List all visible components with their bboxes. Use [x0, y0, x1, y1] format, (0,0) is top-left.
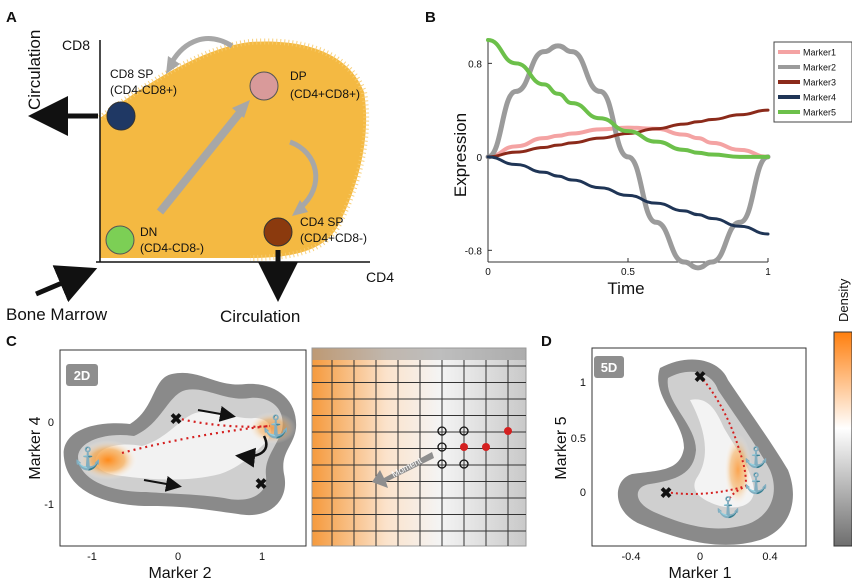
dp-phenotype: (CD4+CD8+) — [290, 87, 360, 101]
cd8-sp-name: CD8 SP — [110, 67, 153, 81]
inset-moment-arrow — [372, 452, 434, 488]
panel-c-start-x: ✖ — [170, 411, 183, 428]
panel-b-ylabel: Expression — [451, 113, 470, 197]
panel-b: B 0 0.5 10.80-0.8 Time Expression Marker1M… — [425, 9, 852, 298]
cd8-sp-phenotype: (CD4-CD8+) — [110, 83, 177, 97]
panel-c: C 2D ✖ ✖ ⚓ ⚓ -1 0 1 0 -1 Marker 2 Marker… — [6, 333, 527, 582]
panel-c-letter: C — [6, 333, 17, 350]
panel-d-badge — [594, 356, 624, 378]
series-line-marker5 — [486, 38, 770, 159]
panel-d-anchor-3-icon: ⚓ — [716, 495, 741, 519]
panel-b-ytick-label: -0.8 — [465, 246, 483, 257]
legend-label-marker5: Marker5 — [803, 108, 836, 118]
panel-b-chart: 0 0.5 10.80-0.8 — [465, 38, 771, 278]
panel-d-start-x: ✖ — [694, 369, 707, 386]
panel-c-anchor-right-icon: ⚓ — [262, 414, 289, 439]
panel-b-legend: Marker1 Marker2 Marker3 Marker4 Marker5 — [773, 41, 852, 123]
panel-b-xtick-label: 0.5 — [621, 267, 635, 278]
dn-phenotype: (CD4-CD8-) — [140, 241, 204, 255]
panel-c-ytick-1: 0 — [48, 417, 54, 429]
arrow-dp-to-cd8 — [169, 36, 234, 64]
panel-a-letter: A — [6, 9, 17, 26]
dn-circle — [105, 225, 135, 255]
panel-c-xlabel: Marker 2 — [148, 565, 211, 582]
panel-c-ylabel: Marker 4 — [27, 416, 44, 479]
panel-c-badge-text: 2D — [74, 368, 91, 383]
inset-neighbor-circles — [437, 426, 469, 469]
dp-circle — [249, 71, 279, 101]
panel-a-left-label: Circulation — [25, 30, 44, 110]
panel-b-xlabel: Time — [607, 279, 644, 298]
panel-d-xtick-3: 0.4 — [762, 551, 777, 563]
legend-label-marker1: Marker1 — [803, 48, 836, 58]
panel-a-xlabel: CD4 — [366, 269, 394, 285]
inset-point-start — [504, 427, 512, 435]
series-line-marker1 — [486, 125, 770, 159]
arrow-dp-to-cd4 — [289, 139, 319, 210]
panel-b-xtick-label: 0 — [485, 267, 491, 278]
panel-c-flow-arrow-1 — [197, 406, 236, 422]
panel-c-trajectory — [121, 416, 271, 455]
panel-c-end-x: ✖ — [255, 476, 268, 493]
panel-d-anchor-1-icon: ⚓ — [744, 445, 769, 469]
series-line-marker3 — [486, 108, 770, 159]
panel-d-badge-text: 5D — [601, 360, 618, 375]
panel-c-xtick-1: -1 — [87, 551, 97, 563]
panel-b-letter: B — [425, 9, 436, 26]
panel-a-bottom-label: Circulation — [220, 307, 300, 326]
legend-label-marker3: Marker3 — [803, 78, 836, 88]
panel-d-xtick-2: 0 — [697, 551, 703, 563]
panel-a-bottom-left-label: Bone Marrow — [6, 305, 108, 324]
legend-label-marker4: Marker4 — [803, 93, 836, 103]
series-line-marker2 — [485, 43, 771, 271]
cd4-sp-phenotype: (CD4+CD8-) — [300, 231, 367, 245]
series-line-marker4 — [486, 155, 770, 236]
panel-c-inset: Moment — [311, 347, 527, 547]
panel-a-ylabel: CD8 — [62, 37, 90, 53]
panel-d-ytick-2: 0.5 — [571, 433, 586, 445]
panel-d-trajectory — [665, 375, 748, 503]
panel-d-anchor-2-icon: ⚓ — [744, 471, 769, 495]
panel-c-badge — [66, 364, 98, 386]
panel-b-xtick-label: 1 — [765, 267, 771, 278]
dn-name: DN — [140, 225, 157, 239]
panel-d-xtick-1: -0.4 — [622, 551, 641, 563]
cd8-sp-circle — [106, 101, 136, 131]
panel-c-flow-arrow-2 — [143, 476, 182, 492]
panel-d-ytick-3: 0 — [580, 487, 586, 499]
panel-d-ylabel: Marker 5 — [553, 416, 570, 479]
arrow-dn-to-dp — [156, 107, 246, 215]
density-colorbar — [833, 331, 852, 547]
cd4-sp-name: CD4 SP — [300, 215, 343, 229]
panel-c-xtick-3: 1 — [259, 551, 265, 563]
panel-c-flow-arrow-3 — [235, 435, 268, 468]
panel-d-end-x: ✖ — [660, 485, 673, 502]
panel-d-xlabel: Marker 1 — [668, 565, 731, 582]
inset-point-prev — [482, 443, 490, 451]
panel-a: A CD8 CD4 Circulation Bone Marrow Circul… — [6, 9, 394, 326]
panel-b-ytick-label: 0 — [476, 153, 482, 164]
arrow-bone-marrow — [35, 265, 98, 303]
dp-name: DP — [290, 69, 307, 83]
inset-point-current — [460, 443, 468, 451]
legend-label-marker2: Marker2 — [803, 63, 836, 73]
panel-c-anchor-left-icon: ⚓ — [74, 446, 101, 471]
colorbar-label: Density — [836, 278, 851, 322]
panel-d-letter: D — [541, 333, 552, 350]
cd4-sp-circle — [263, 217, 293, 247]
panel-d: D 5D ✖ ✖ ⚓ ⚓ ⚓ -0.4 0 0.4 1 0.5 0 Marker… — [541, 278, 852, 582]
panel-b-ytick-label: 0.8 — [468, 59, 482, 70]
panel-c-xtick-2: 0 — [175, 551, 181, 563]
panel-c-ytick-2: -1 — [44, 499, 54, 511]
panel-d-ytick-1: 1 — [580, 377, 586, 389]
